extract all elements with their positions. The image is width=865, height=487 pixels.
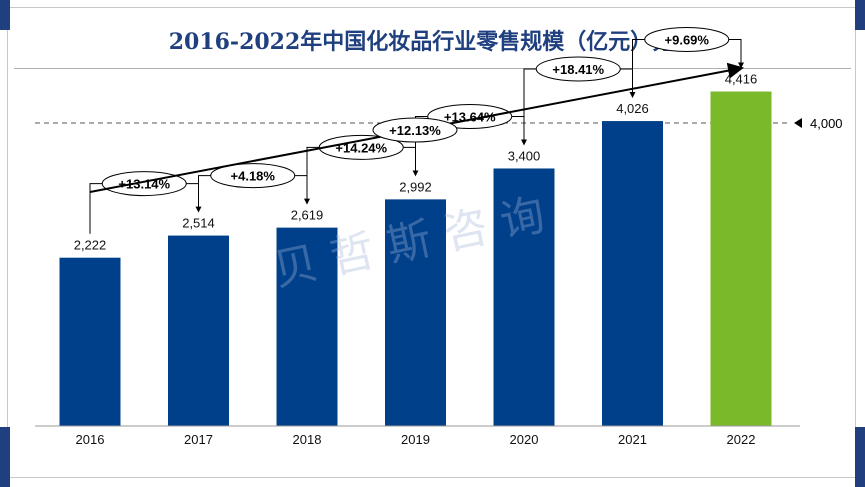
growth-label-4: +13.64%	[444, 109, 496, 124]
bar-2022	[710, 91, 772, 427]
growth-label-6: +9.69%	[665, 33, 710, 48]
bar-2019	[385, 199, 446, 426]
category-label-2022: 2022	[727, 432, 756, 447]
value-label-2022: 4,416	[725, 72, 758, 87]
reference-marker	[794, 118, 802, 129]
bar-2017	[168, 235, 229, 426]
cagr-label: +12.13%	[389, 123, 441, 138]
value-label-2018: 2,619	[291, 208, 324, 223]
slide-frame	[7, 7, 856, 478]
growth-bubble-2	[210, 163, 296, 189]
growth-bubble-3	[318, 134, 404, 160]
cagr-bubble	[372, 117, 458, 143]
category-label-2019: 2019	[401, 432, 430, 447]
title-divider	[14, 68, 851, 69]
reference-label: 4,000	[810, 116, 843, 131]
value-label-2016: 2,222	[74, 238, 107, 253]
value-label-2020: 3,400	[508, 148, 541, 163]
bar-2020	[493, 168, 555, 426]
value-label-2021: 4,026	[616, 101, 649, 116]
growth-bubble-6	[644, 27, 730, 53]
growth-label-5: +18.41%	[552, 62, 604, 77]
bar-2018	[276, 227, 338, 426]
category-label-2021: 2021	[618, 432, 647, 447]
corner-top-right	[855, 0, 865, 30]
category-label-2020: 2020	[510, 432, 539, 447]
value-label-2017: 2,514	[182, 216, 215, 231]
category-label-2016: 2016	[76, 432, 105, 447]
category-label-2018: 2018	[293, 432, 322, 447]
chart-title: 2016-2022年中国化妆品行业零售规模（亿元）分析	[168, 29, 697, 55]
growth-label-2: +4.18%	[231, 169, 276, 184]
bar-2016	[59, 257, 121, 426]
growth-label-1: +13.14%	[118, 177, 170, 192]
category-label-2017: 2017	[184, 432, 213, 447]
corner-bottom-left	[0, 427, 10, 487]
bar-2021	[602, 121, 663, 427]
corner-bottom-right	[855, 427, 865, 487]
growth-bubble-5	[535, 56, 621, 82]
growth-label-3: +14.24%	[335, 140, 387, 155]
corner-top-left	[0, 0, 10, 30]
value-label-2019: 2,992	[399, 179, 432, 194]
